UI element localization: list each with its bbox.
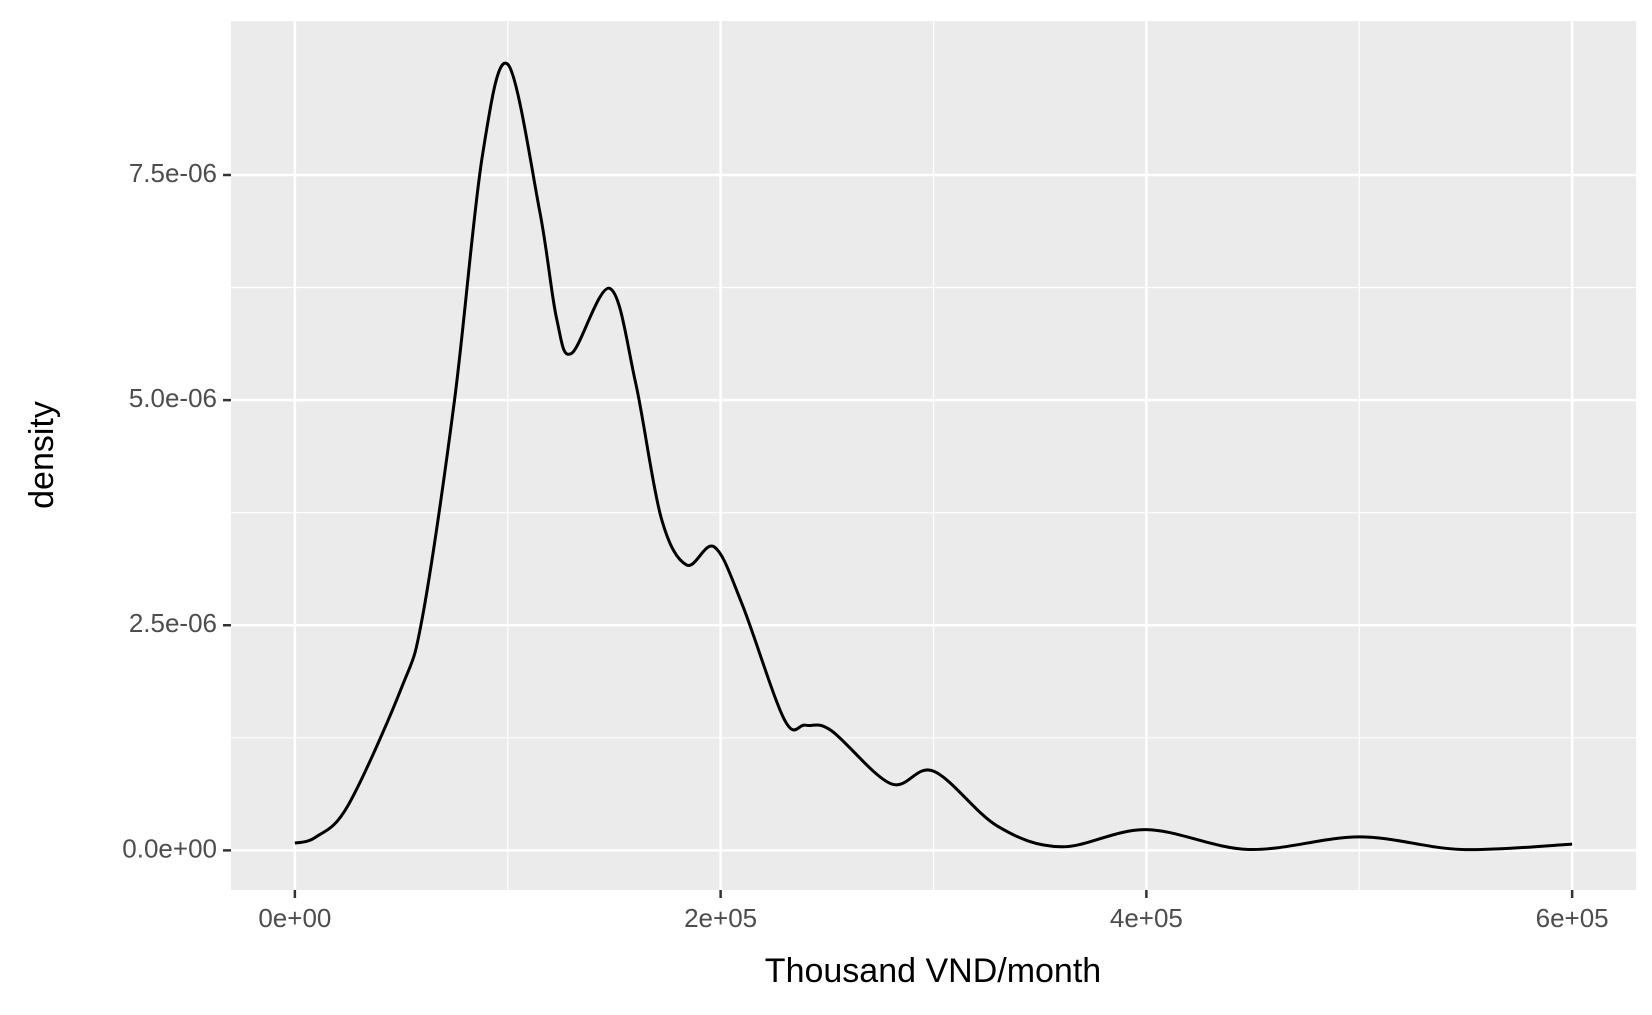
y-tick-label: 7.5e-06 xyxy=(129,158,217,188)
y-tick-label: 5.0e-06 xyxy=(129,383,217,413)
x-axis-title: Thousand VND/month xyxy=(765,952,1101,990)
y-axis-title: density xyxy=(23,401,61,509)
y-tick-label: 2.5e-06 xyxy=(129,608,217,638)
x-tick-label: 0e+00 xyxy=(258,903,331,933)
x-tick-label: 6e+05 xyxy=(1536,903,1609,933)
density-line xyxy=(294,61,1573,852)
y-tick-label: 0.0e+00 xyxy=(122,833,217,863)
x-tick-label: 4e+05 xyxy=(1110,903,1183,933)
x-tick-label: 2e+05 xyxy=(684,903,757,933)
